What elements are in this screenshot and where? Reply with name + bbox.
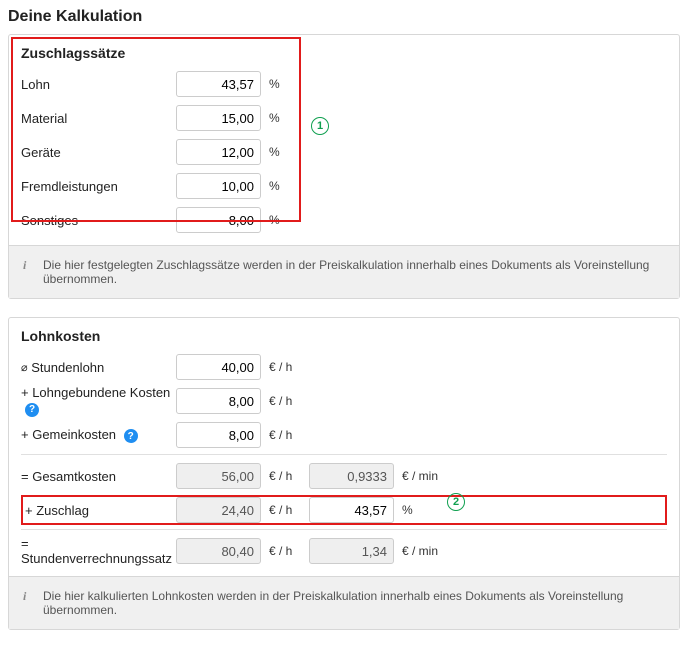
labor-output-rate-h	[176, 538, 261, 564]
labor-input-surch-pct[interactable]	[309, 497, 394, 523]
surcharge-row-geraete: Geräte %	[21, 137, 667, 167]
surcharge-info: i Die hier festgelegten Zuschlagssätze w…	[9, 245, 679, 298]
labor-row-bound: + Lohngebundene Kosten ? € / h	[21, 386, 667, 416]
unit-eh: € / h	[261, 428, 309, 442]
unit-emin: € / min	[394, 469, 442, 483]
page-title: Deine Kalkulation	[8, 8, 680, 26]
labor-output-surch-h	[176, 497, 261, 523]
surcharge-label: Fremdleistungen	[21, 179, 176, 194]
separator	[21, 529, 667, 530]
labor-row-total: = Gesamtkosten € / h € / min	[21, 461, 667, 491]
unit-eh: € / h	[261, 469, 309, 483]
unit-percent: %	[394, 503, 442, 517]
surcharge-input-sonstiges[interactable]	[176, 207, 261, 233]
unit-percent: %	[261, 77, 309, 91]
labor-output-total-min	[309, 463, 394, 489]
labor-panel: Lohnkosten ⌀ Stundenlohn € / h + Lohngeb…	[8, 317, 680, 630]
surcharge-input-fremd[interactable]	[176, 173, 261, 199]
surcharge-input-lohn[interactable]	[176, 71, 261, 97]
unit-eh: € / h	[261, 544, 309, 558]
surcharge-info-text: Die hier festgelegten Zuschlagssätze wer…	[43, 258, 665, 286]
unit-percent: %	[261, 145, 309, 159]
unit-eh: € / h	[261, 394, 309, 408]
surcharge-label: Geräte	[21, 145, 176, 160]
labor-input-overhead[interactable]	[176, 422, 261, 448]
unit-eh: € / h	[261, 503, 309, 517]
unit-percent: %	[261, 111, 309, 125]
labor-row-surcharge: + Zuschlag € / h %	[21, 495, 667, 525]
help-icon[interactable]: ?	[124, 429, 138, 443]
callout-2: 2	[447, 493, 465, 511]
labor-info-text: Die hier kalkulierten Lohnkosten werden …	[43, 589, 665, 617]
labor-label: = Stundenverrechnungssatz	[21, 536, 176, 566]
labor-row-hourly: ⌀ Stundenlohn € / h	[21, 352, 667, 382]
labor-info: i Die hier kalkulierten Lohnkosten werde…	[9, 576, 679, 629]
info-icon: i	[23, 589, 43, 604]
surcharge-input-geraete[interactable]	[176, 139, 261, 165]
labor-label: = Gesamtkosten	[21, 469, 176, 484]
surcharge-row-fremd: Fremdleistungen %	[21, 171, 667, 201]
surcharge-label: Lohn	[21, 77, 176, 92]
surcharge-label: Sonstiges	[21, 213, 176, 228]
surcharge-input-material[interactable]	[176, 105, 261, 131]
unit-percent: %	[261, 179, 309, 193]
labor-label: + Gemeinkosten ?	[21, 427, 176, 444]
labor-label: ⌀ Stundenlohn	[21, 360, 176, 375]
labor-title: Lohnkosten	[21, 328, 667, 344]
unit-eh: € / h	[261, 360, 309, 374]
labor-input-bound[interactable]	[176, 388, 261, 414]
surcharge-panel: 1 Zuschlagssätze Lohn % Material % Gerät…	[8, 34, 680, 299]
surcharge-title: Zuschlagssätze	[21, 45, 667, 61]
labor-label: + Lohngebundene Kosten ?	[21, 385, 176, 417]
callout-1: 1	[311, 117, 329, 135]
surcharge-row-lohn: Lohn %	[21, 69, 667, 99]
labor-row-overhead: + Gemeinkosten ? € / h	[21, 420, 667, 450]
info-icon: i	[23, 258, 43, 273]
help-icon[interactable]: ?	[25, 403, 39, 417]
surcharge-row-sonstiges: Sonstiges %	[21, 205, 667, 235]
separator	[21, 454, 667, 455]
unit-percent: %	[261, 213, 309, 227]
surcharge-row-material: Material %	[21, 103, 667, 133]
labor-row-rate: = Stundenverrechnungssatz € / h € / min	[21, 536, 667, 566]
labor-output-rate-min	[309, 538, 394, 564]
labor-output-total-h	[176, 463, 261, 489]
surcharge-label: Material	[21, 111, 176, 126]
unit-emin: € / min	[394, 544, 442, 558]
labor-label: + Zuschlag	[25, 503, 176, 518]
labor-input-hourly[interactable]	[176, 354, 261, 380]
